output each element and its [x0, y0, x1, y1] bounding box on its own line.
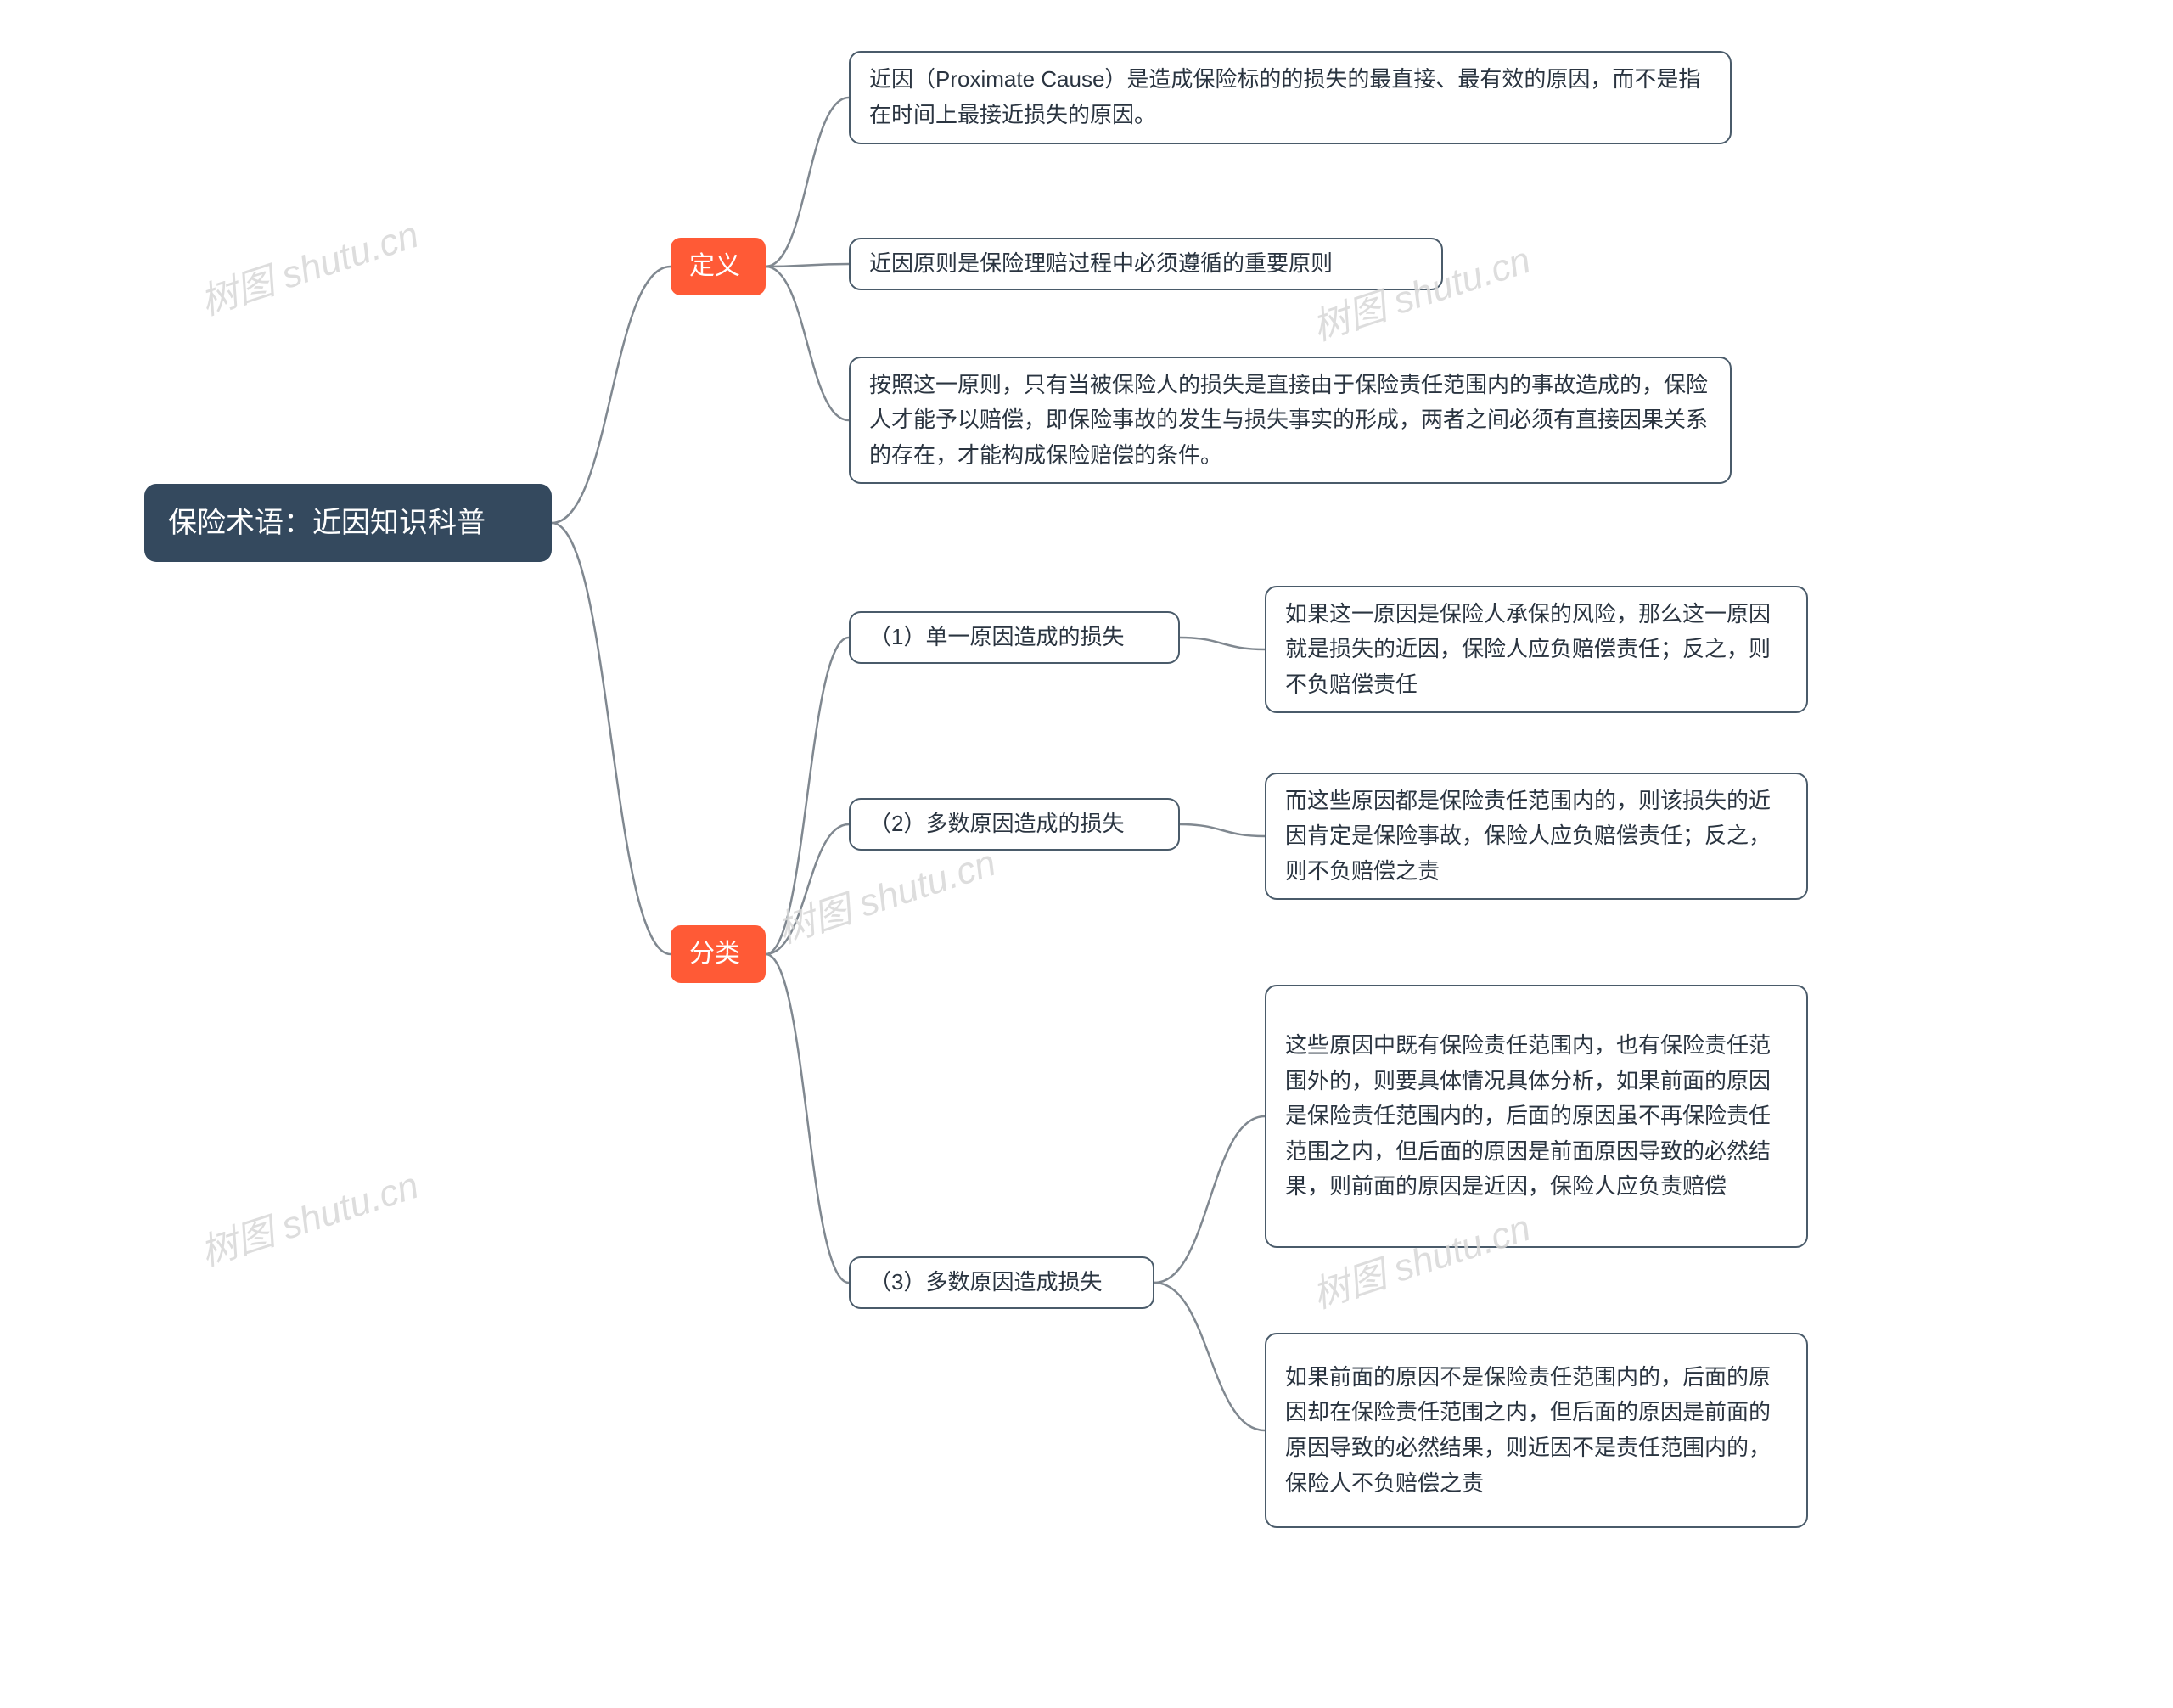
connector [1180, 638, 1265, 649]
leaf-node-l3: 这些原因中既有保险责任范围内，也有保险责任范围外的，则要具体情况具体分析，如果前… [1265, 985, 1808, 1248]
subnode-s2: （2）多数原因造成的损失 [849, 798, 1180, 851]
watermark: 树图 shutu.cn [193, 204, 424, 325]
connector [766, 98, 849, 267]
connector [1154, 1283, 1265, 1430]
leaf-node-l2: 而这些原因都是保险责任范围内的，则该损失的近因肯定是保险事故，保险人应负赔偿责任… [1265, 773, 1808, 900]
connector [766, 954, 849, 1283]
leaf-node-l4: 如果前面的原因不是保险责任范围内的，后面的原因却在保险责任范围之内，但后面的原因… [1265, 1333, 1808, 1528]
root-node: 保险术语：近因知识科普 [144, 484, 552, 562]
leaf-node-d3: 按照这一原则，只有当被保险人的损失是直接由于保险责任范围内的事故造成的，保险人才… [849, 357, 1732, 484]
category-node-def: 定义 [671, 238, 766, 295]
subnode-s1: （1）单一原因造成的损失 [849, 611, 1180, 664]
subnode-s3: （3）多数原因造成损失 [849, 1256, 1154, 1309]
connector [552, 267, 671, 523]
leaf-node-l1: 如果这一原因是保险人承保的风险，那么这一原因就是损失的近因，保险人应负赔偿责任；… [1265, 586, 1808, 713]
connector [766, 267, 849, 420]
watermark: 树图 shutu.cn [193, 1155, 424, 1276]
connector [1180, 824, 1265, 836]
category-node-cls: 分类 [671, 925, 766, 983]
leaf-node-d2: 近因原则是保险理赔过程中必须遵循的重要原则 [849, 238, 1443, 290]
connector [552, 523, 671, 954]
leaf-node-d1: 近因（Proximate Cause）是造成保险标的的损失的最直接、最有效的原因… [849, 51, 1732, 144]
connector [766, 638, 849, 954]
connector [766, 824, 849, 954]
connector [1154, 1116, 1265, 1283]
connector [766, 264, 849, 267]
